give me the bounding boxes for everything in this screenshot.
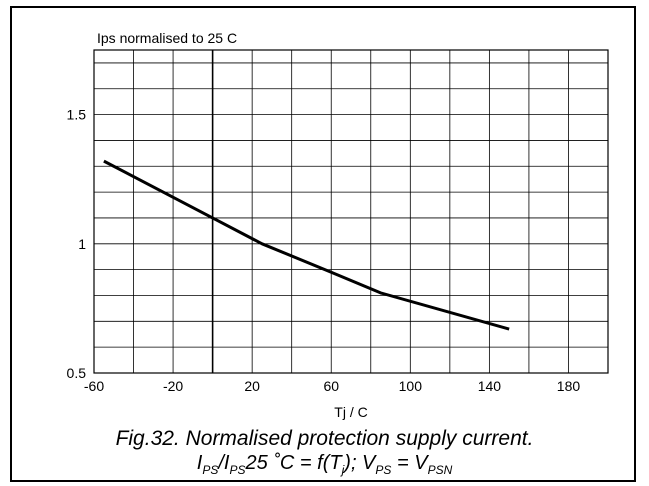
x-tick-label: 20	[244, 378, 260, 394]
series-layer	[103, 159, 510, 331]
x-tick-label: 60	[323, 378, 339, 394]
y-tick-label: 0.5	[67, 365, 87, 381]
x-tick-label: 180	[557, 378, 581, 394]
plot-area	[94, 50, 608, 373]
plot-border	[93, 49, 609, 374]
chart-frame	[10, 6, 636, 482]
x-tick-label: 100	[399, 378, 423, 394]
series-line	[103, 159, 510, 331]
x-tick-label: -20	[163, 378, 183, 394]
y-axis-title: Ips normalised to 25 C	[97, 30, 237, 46]
x-axis-label: Tj / C	[334, 404, 367, 420]
figure-caption-formula: IPS/IPS25 ˚C = f(Tj); VPS = VPSN	[196, 452, 453, 477]
y-tick-label: 1	[78, 236, 86, 252]
tick-labels: -60 -20 20 60 100 140 180 0.5 1 1.5	[67, 107, 581, 394]
y-tick-label: 1.5	[67, 107, 87, 123]
x-tick-label: 140	[478, 378, 502, 394]
figure-caption: Fig.32. Normalised protection supply cur…	[115, 427, 534, 450]
x-tick-label: -60	[84, 378, 104, 394]
grid	[94, 50, 608, 373]
